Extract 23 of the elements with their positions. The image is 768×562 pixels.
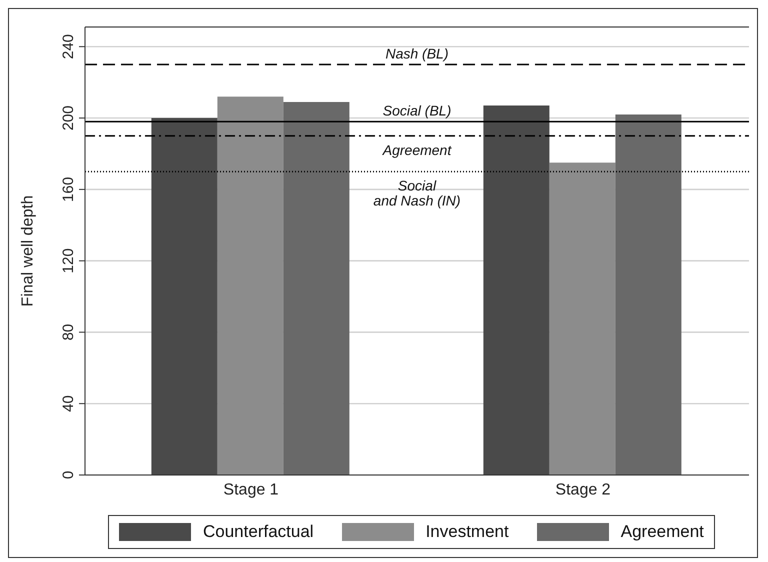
y-tick-label: 0 xyxy=(60,470,77,480)
y-axis-title: Final well depth xyxy=(20,195,37,307)
bar xyxy=(549,162,616,475)
bar xyxy=(283,102,350,475)
legend-label: Counterfactual xyxy=(202,522,314,542)
ref-line-label: Nash (BL) xyxy=(385,45,449,62)
legend-label: Investment xyxy=(424,522,509,542)
y-tick-label: 120 xyxy=(60,248,77,274)
ref-line-label: Agreement xyxy=(382,142,452,158)
ref-line-label: Social and Nash (IN) xyxy=(373,178,461,209)
x-tick-label: Stage 2 xyxy=(555,481,611,498)
y-tick-label: 240 xyxy=(60,34,77,60)
bar xyxy=(151,118,218,475)
y-tick-label: 200 xyxy=(60,106,77,131)
legend-label: Agreement xyxy=(620,522,704,542)
bar xyxy=(217,96,284,475)
y-tick-label: 160 xyxy=(60,176,77,202)
bar xyxy=(615,114,682,475)
x-tick-label: Stage 1 xyxy=(223,481,279,498)
y-tick-label: 40 xyxy=(60,395,77,412)
bar xyxy=(483,106,550,475)
ref-line-label: Social (BL) xyxy=(382,102,452,119)
y-tick-label: 80 xyxy=(60,324,77,341)
